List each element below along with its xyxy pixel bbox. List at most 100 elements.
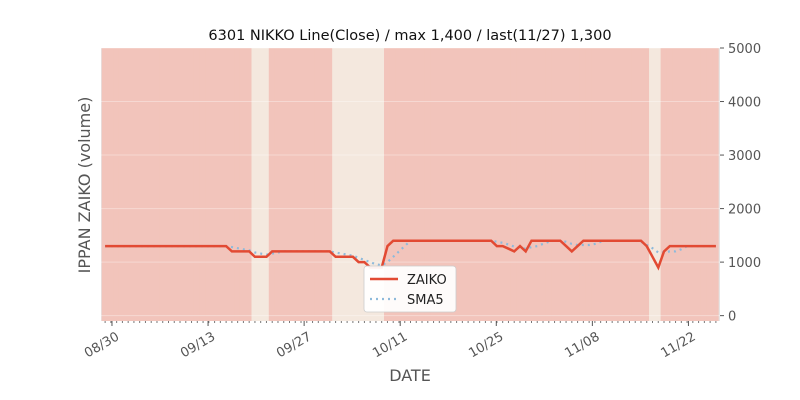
background-band [274, 48, 281, 321]
background-band [136, 48, 143, 321]
background-band [182, 48, 189, 321]
background-band [372, 48, 379, 321]
background-band [176, 48, 183, 321]
background-band [505, 48, 512, 321]
background-band [597, 48, 604, 321]
background-band [545, 48, 552, 321]
background-band [700, 48, 708, 321]
background-band [407, 48, 414, 321]
x-tick-label: 08/30 [82, 329, 122, 361]
background-band [522, 48, 529, 321]
background-band [170, 48, 178, 321]
background-band [654, 48, 662, 321]
y-axis: 0 1000 2000 3000 4000 5000 [720, 42, 761, 325]
background-band [579, 48, 587, 321]
background-band [130, 48, 137, 321]
background-band [199, 48, 206, 321]
background-band [476, 48, 483, 321]
background-band [591, 48, 598, 321]
background-band [228, 48, 235, 321]
background-band [118, 48, 126, 321]
background-band [412, 48, 420, 321]
y-tick-label: 3000 [728, 149, 761, 164]
background-band [683, 48, 690, 321]
background-band [211, 48, 218, 321]
background-band [291, 48, 299, 321]
background-band [303, 48, 310, 321]
y-tick-label: 4000 [728, 96, 761, 111]
background-band [188, 48, 195, 321]
background-band [360, 48, 368, 321]
background-band [677, 48, 685, 321]
gridlines [101, 47, 720, 317]
background-band [153, 48, 160, 321]
background-band [626, 48, 633, 321]
background-band [222, 48, 229, 321]
background-band [464, 48, 471, 321]
x-tick-label: 11/08 [562, 329, 602, 361]
background-band [453, 48, 460, 321]
background-band [608, 48, 615, 321]
background-band [706, 48, 713, 321]
y-tick-label: 1000 [728, 256, 761, 271]
background-band [216, 48, 224, 321]
background-band [585, 48, 592, 321]
y-tick-label: 0 [728, 310, 736, 325]
background-band [193, 48, 201, 321]
background-band [614, 48, 621, 321]
background-band [142, 48, 149, 321]
background-band [499, 48, 506, 321]
background-band [384, 48, 391, 321]
background-band [389, 48, 397, 321]
background-band [637, 48, 644, 321]
background-band [113, 48, 120, 321]
background-band [349, 48, 356, 321]
background-band [401, 48, 408, 321]
background-band [712, 48, 719, 321]
background-band [147, 48, 155, 321]
background-band [234, 48, 241, 321]
background-band [418, 48, 425, 321]
background-band [245, 48, 252, 321]
background-band [672, 48, 679, 321]
background-band [101, 48, 108, 321]
background-band [574, 48, 581, 321]
background-band [516, 48, 523, 321]
background-band [280, 48, 287, 321]
y-tick-label: 2000 [728, 203, 761, 218]
background-band [447, 48, 454, 321]
series-line-zaiko [105, 239, 716, 271]
background-band [510, 48, 518, 321]
background-band [395, 48, 402, 321]
x-tick-label: 10/25 [466, 329, 506, 361]
background-band [286, 48, 293, 321]
background-band [314, 48, 322, 321]
background-band [660, 48, 667, 321]
background-band [297, 48, 304, 321]
background-band [343, 48, 350, 321]
background-band [107, 48, 114, 321]
background-band [332, 48, 339, 321]
x-tick-label: 10/11 [370, 329, 410, 361]
background-band [320, 48, 327, 321]
legend-label-sma5: SMA5 [407, 293, 444, 308]
background-band [487, 48, 494, 321]
legend-label-zaiko: ZAIKO [407, 273, 447, 288]
background-band [643, 48, 650, 321]
background-band [551, 48, 558, 321]
background-band [366, 48, 373, 321]
background-band [435, 48, 443, 321]
background-band [666, 48, 673, 321]
background-band [556, 48, 564, 321]
background-band [493, 48, 500, 321]
y-axis-label: IPPAN ZAIKO (volume) [75, 97, 94, 274]
background-band [355, 48, 362, 321]
y-tick-label: 5000 [728, 42, 761, 57]
background-band [470, 48, 477, 321]
x-axis: 08/30 09/13 09/27 10/11 10/25 11/08 11/22 [82, 321, 717, 361]
background-band [124, 48, 131, 321]
background-band [533, 48, 541, 321]
legend: ZAIKO SMA5 [363, 265, 457, 313]
background-band [309, 48, 316, 321]
legend-box [363, 265, 457, 313]
